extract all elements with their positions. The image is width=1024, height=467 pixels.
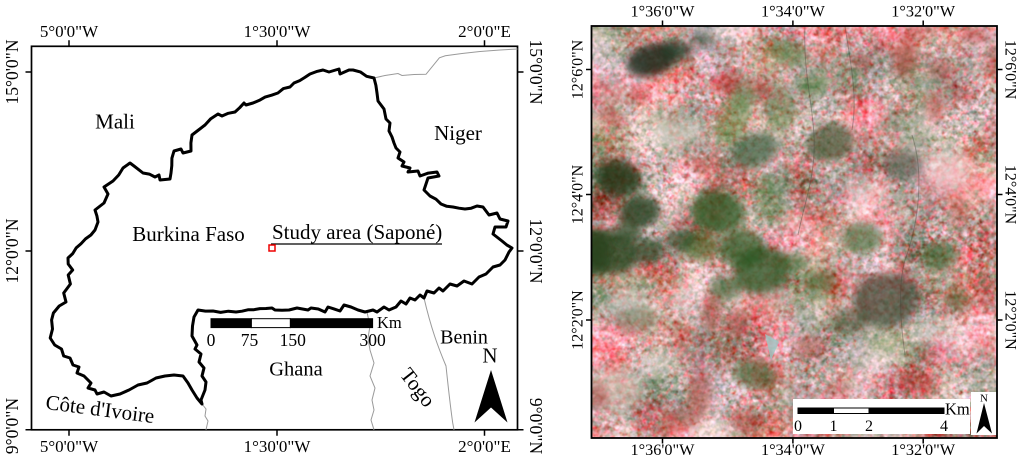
svg-text:15°0'0"N: 15°0'0"N: [526, 40, 546, 105]
svg-text:9°0'0"N: 9°0'0"N: [2, 398, 22, 455]
svg-text:0: 0: [207, 330, 216, 350]
svg-text:1°30'0"W: 1°30'0"W: [244, 22, 312, 41]
svg-text:Niger: Niger: [434, 121, 482, 145]
svg-text:5°0'0"W: 5°0'0"W: [40, 22, 99, 41]
svg-text:Mali: Mali: [95, 110, 135, 134]
svg-text:1°34'0"W: 1°34'0"W: [761, 441, 826, 459]
svg-text:9°0'0"N: 9°0'0"N: [526, 398, 546, 455]
svg-text:N: N: [482, 344, 497, 368]
svg-text:12°2'0"N: 12°2'0"N: [1002, 290, 1019, 350]
svg-text:Benin: Benin: [440, 327, 488, 349]
svg-text:12°6'0"N: 12°6'0"N: [570, 39, 587, 99]
svg-text:Study area (Saponé): Study area (Saponé): [272, 220, 442, 244]
svg-text:Burkina Faso: Burkina Faso: [132, 222, 245, 246]
svg-text:1°36'0"W: 1°36'0"W: [631, 441, 696, 459]
svg-text:0: 0: [794, 418, 802, 435]
svg-text:2°0'0"E: 2°0'0"E: [458, 22, 511, 41]
svg-text:4: 4: [940, 418, 948, 435]
svg-text:1°32'0"W: 1°32'0"W: [891, 3, 956, 21]
svg-text:75: 75: [241, 330, 259, 350]
svg-text:12°2'0"N: 12°2'0"N: [570, 290, 587, 350]
svg-text:150: 150: [280, 330, 307, 350]
svg-text:12°4'0"N: 12°4'0"N: [570, 164, 587, 224]
svg-text:5°0'0"W: 5°0'0"W: [40, 437, 99, 456]
svg-text:12°4'0"N: 12°4'0"N: [1002, 165, 1019, 225]
svg-text:15°0'0"N: 15°0'0"N: [2, 39, 22, 104]
svg-text:N: N: [980, 393, 988, 405]
svg-text:Ghana: Ghana: [269, 359, 323, 381]
svg-text:Km: Km: [377, 313, 402, 332]
svg-text:12°0'0"N: 12°0'0"N: [526, 219, 546, 284]
svg-text:12°6'0"N: 12°6'0"N: [1002, 40, 1019, 100]
svg-text:1°30'0"W: 1°30'0"W: [244, 437, 312, 456]
svg-text:1°32'0"W: 1°32'0"W: [891, 441, 956, 459]
svg-text:1: 1: [830, 418, 838, 435]
svg-text:300: 300: [359, 330, 386, 350]
svg-text:1°36'0"W: 1°36'0"W: [631, 3, 696, 21]
svg-text:Km: Km: [945, 400, 970, 419]
svg-text:2°0'0"E: 2°0'0"E: [458, 437, 511, 456]
svg-text:12°0'0"N: 12°0'0"N: [2, 218, 22, 283]
svg-text:1°34'0"W: 1°34'0"W: [761, 3, 826, 21]
svg-text:2: 2: [865, 418, 873, 435]
